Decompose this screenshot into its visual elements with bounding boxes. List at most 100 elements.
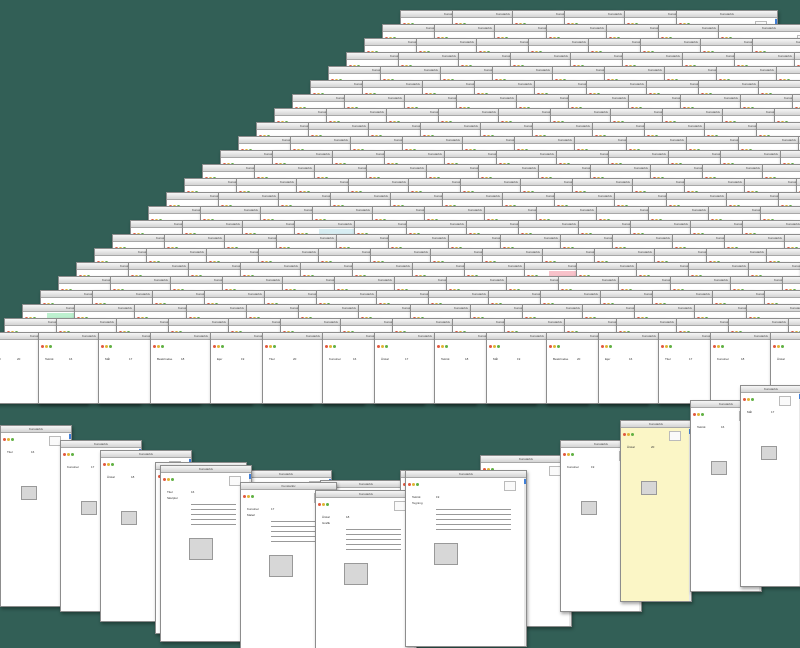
window-title-bar[interactable]: Kunstarkiv [385,151,485,158]
window-title-bar[interactable]: Kunstarkiv [1,426,71,433]
window-title-bar[interactable]: Kunstarkiv [705,123,800,130]
minimize-button-icon[interactable] [697,413,700,416]
window-title-bar[interactable]: Kunstarkiv [569,95,669,102]
window-title-bar[interactable]: Kunstarkiv [609,151,709,158]
window-title-bar[interactable]: Kunstarkiv [593,123,693,130]
window-title-bar[interactable]: Kunstarkiv [255,165,355,172]
window-title-bar[interactable]: Kunstarkiv [381,67,481,74]
window-title-bar[interactable]: Kunstarkiv [493,67,593,74]
window-title-bar[interactable]: Kunstarkiv [749,263,800,270]
close-button-icon[interactable] [377,345,380,348]
close-button-icon[interactable] [437,345,440,348]
window-title-bar[interactable]: Kunstarkiv [759,81,800,88]
window-title-bar[interactable]: Kunstarkiv [613,235,713,242]
minimize-button-icon[interactable] [747,398,750,401]
window-title-bar[interactable]: Kunstarkiv [745,179,800,186]
window-title-bar[interactable]: Kunstarkiv [529,39,629,46]
window-title-bar[interactable]: Kunstarkiv [337,235,437,242]
window-title-bar[interactable]: Kunstarkiv [261,207,361,214]
window-title-bar[interactable]: Kunstarkiv [219,193,319,200]
zoom-button-icon[interactable] [111,463,114,466]
window-title-bar[interactable]: Kunstarkiv [275,109,375,116]
window-title-bar[interactable]: Kunstarkiv [519,221,619,228]
scroll-indicator-icon[interactable] [775,19,777,24]
window-title-bar[interactable]: Kunstarkiv [555,193,655,200]
close-button-icon[interactable] [3,438,6,441]
window-title-bar[interactable]: Kunstarkiv [605,67,705,74]
zoom-button-icon[interactable] [557,345,560,348]
minimize-button-icon[interactable] [217,345,220,348]
window-title-bar[interactable]: Kunstarkiv [441,67,541,74]
window-title-bar[interactable]: Kunstarkiv [405,95,505,102]
window-title-bar[interactable]: Kunstarkiv [475,81,575,88]
window-title-bar[interactable]: Kunstarkiv [479,165,579,172]
close-button-icon[interactable] [563,453,566,456]
window-title-bar[interactable]: Kunstarkiv [431,249,531,256]
window-title-bar[interactable]: Kunstarkiv [435,25,535,32]
record-window[interactable]: Kunstarkiv Mål 17 [740,385,800,587]
window-title-bar[interactable]: Kunstarkiv [291,137,391,144]
zoom-button-icon[interactable] [497,345,500,348]
zoom-button-icon[interactable] [385,345,388,348]
window-title-bar[interactable]: Kunstarkiv [316,491,416,498]
window-title-bar[interactable]: Kunstarkiv [327,109,427,116]
window-title-bar[interactable]: Kunstarkiv [243,221,343,228]
close-button-icon[interactable] [601,345,604,348]
zoom-button-icon[interactable] [571,453,574,456]
window-title-bar[interactable]: Kunstarkiv [767,249,800,256]
minimize-button-icon[interactable] [441,345,444,348]
window-title-bar[interactable]: Kunstarkiv [647,81,747,88]
window-title-bar[interactable]: Kunstarkiv [185,179,285,186]
zoom-button-icon[interactable] [326,503,329,506]
window-title-bar[interactable]: Kunstarkiv [113,235,213,242]
window-title-bar[interactable]: Kunstarkiv [521,179,621,186]
window-title-bar[interactable]: Kunstarkiv [241,483,336,490]
window-title-bar[interactable]: Kunstarkiv [625,11,725,18]
window-title-bar[interactable]: Kunstarkiv [717,67,800,74]
window-title-bar[interactable]: Kunstarkiv [795,53,800,60]
close-button-icon[interactable] [163,478,166,481]
window-title-bar[interactable]: Kunstarkiv [399,53,499,60]
zoom-button-icon[interactable] [161,345,164,348]
window-title-bar[interactable]: Kunstarkiv [279,193,379,200]
window-title-bar[interactable]: Kunstarkiv [533,123,633,130]
window-title-bar[interactable]: Kunstarkiv [573,179,673,186]
close-button-icon[interactable] [103,463,106,466]
close-button-icon[interactable] [549,345,552,348]
window-title-bar[interactable]: Kunstarkiv [319,249,419,256]
close-button-icon[interactable] [661,345,664,348]
window-title-bar[interactable]: Kunstarkiv [349,179,449,186]
window-title-bar[interactable]: Kunstarkiv [513,11,613,18]
window-title-bar[interactable]: Kunstarkiv [315,165,415,172]
window-title-bar[interactable]: Kunstarkiv [495,25,595,32]
close-button-icon[interactable] [153,345,156,348]
window-title-bar[interactable]: Kunstarkiv [515,137,615,144]
window-title-bar[interactable]: Kunstarkiv [553,67,653,74]
window-title-bar[interactable]: Kunstarkiv [597,207,697,214]
window-title-bar[interactable]: Kunstarkiv [425,207,525,214]
window-title-bar[interactable]: Kunstarkiv [403,137,503,144]
window-title-bar[interactable]: Kunstarkiv [551,109,651,116]
window-title-bar[interactable]: Kunstarkiv [789,319,800,326]
window-title-bar[interactable]: Kunstarkiv [423,81,523,88]
window-title-bar[interactable]: Kunstarkiv [101,451,191,458]
window-title-bar[interactable]: Kunstarkiv [651,165,751,172]
close-button-icon[interactable] [408,483,411,486]
window-title-bar[interactable]: Kunstarkiv [221,151,321,158]
zoom-button-icon[interactable] [669,345,672,348]
window-title-bar[interactable]: Kunstarkiv [641,39,741,46]
window-title-bar[interactable]: Kunstarkiv [543,249,643,256]
minimize-button-icon[interactable] [553,345,556,348]
close-button-icon[interactable] [713,345,716,348]
window-title-bar[interactable]: Kunstarkiv [561,235,661,242]
window-title-bar[interactable]: Kunstarkiv [443,193,543,200]
zoom-button-icon[interactable] [781,345,784,348]
record-window[interactable]: Kunstarkiv Titel 16 Skulptur [160,465,252,642]
window-title-bar[interactable]: Kunstarkiv [763,165,800,172]
close-button-icon[interactable] [773,345,776,348]
window-title-bar[interactable]: Kunstarkiv [461,179,561,186]
window-title-bar[interactable]: Kunstarkiv [345,95,445,102]
window-title-bar[interactable]: Kunstarkiv [547,25,647,32]
record-nav-box[interactable] [779,396,791,406]
window-title-bar[interactable]: Kunstarkiv [257,123,357,130]
